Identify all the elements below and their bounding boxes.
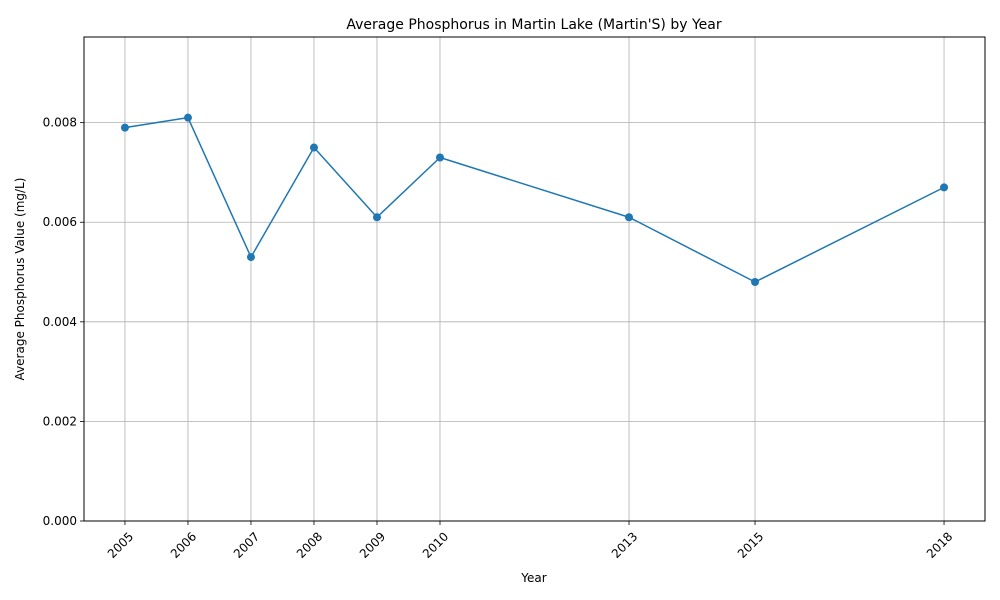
chart-title: Average Phosphorus in Martin Lake (Marti… bbox=[346, 17, 721, 33]
y-tick-label: 0.002 bbox=[43, 414, 77, 428]
data-point bbox=[625, 213, 634, 222]
data-point bbox=[309, 143, 318, 152]
y-tick-label: 0.008 bbox=[43, 116, 77, 130]
data-point bbox=[120, 123, 129, 132]
data-point bbox=[372, 213, 381, 222]
y-tick-label: 0.006 bbox=[43, 215, 77, 229]
plot-area-frame bbox=[83, 36, 986, 522]
data-point bbox=[246, 253, 255, 262]
data-series bbox=[120, 113, 949, 286]
y-axis-label: Average Phosphorus Value (mg/L) bbox=[13, 178, 27, 381]
data-point bbox=[435, 153, 444, 162]
x-axis-label: Year bbox=[520, 571, 546, 585]
data-point bbox=[940, 183, 949, 192]
y-tick-label: 0.000 bbox=[43, 514, 77, 528]
y-tick-label: 0.004 bbox=[43, 315, 77, 329]
data-point bbox=[751, 277, 760, 286]
data-point bbox=[183, 113, 192, 122]
